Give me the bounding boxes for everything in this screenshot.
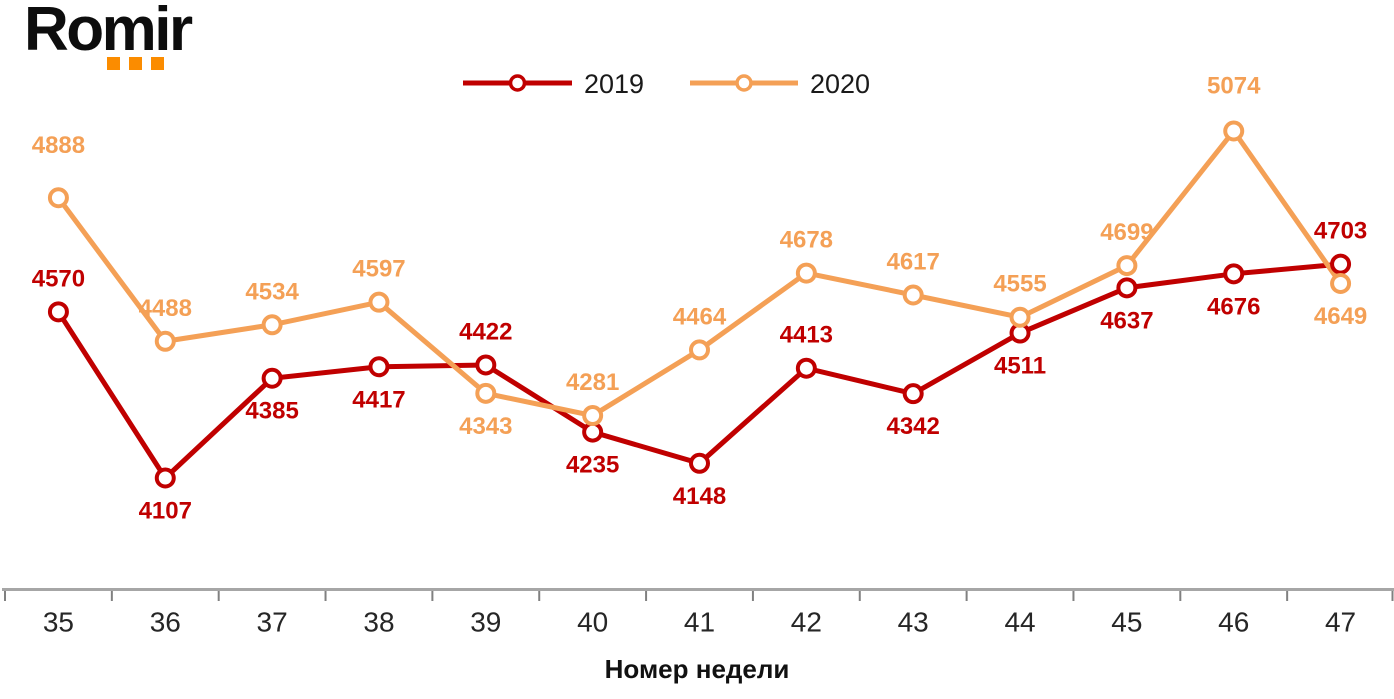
x-tick-label-35: 35	[43, 607, 74, 638]
data-point-2019-w42	[795, 357, 817, 379]
data-label-2020-w46: 5074	[1207, 73, 1261, 100]
legend-label-2019: 2019	[584, 69, 644, 99]
x-tick-label-38: 38	[363, 607, 394, 638]
data-label-2019-w41: 4148	[673, 483, 726, 510]
data-point-2019-w43	[902, 383, 924, 405]
data-label-2020-w43: 4617	[886, 248, 939, 275]
x-tick-label-45: 45	[1111, 607, 1142, 638]
data-label-2020-w35: 4888	[32, 132, 85, 159]
data-point-2020-w42	[795, 262, 817, 284]
x-tick-label-37: 37	[257, 607, 288, 638]
data-label-2020-w37: 4534	[245, 278, 299, 305]
data-point-2020-w45	[1116, 255, 1138, 277]
data-point-2019-w45	[1116, 277, 1138, 299]
data-label-2020-w39: 4343	[459, 413, 512, 440]
data-label-2020-w38: 4597	[352, 256, 405, 283]
data-label-2019-w36: 4107	[139, 498, 192, 525]
romir-logo: Romir	[24, 0, 193, 70]
x-tick-label-42: 42	[791, 607, 822, 638]
data-point-2020-w46	[1223, 120, 1245, 142]
x-tick-label-36: 36	[150, 607, 181, 638]
data-point-2020-w37	[261, 314, 283, 336]
data-point-2019-w35	[47, 301, 69, 323]
data-label-2020-w42: 4678	[780, 227, 833, 254]
data-point-2020-w40	[582, 405, 604, 427]
data-label-2020-w47: 4649	[1314, 303, 1367, 330]
data-point-2020-w38	[368, 291, 390, 313]
data-label-2019-w44: 4511	[994, 353, 1046, 380]
legend-label-2020: 2020	[810, 69, 870, 99]
x-tick-label-40: 40	[577, 607, 608, 638]
data-label-2019-w42: 4413	[780, 322, 833, 349]
data-point-2020-w35	[47, 187, 69, 209]
logo-dot-icon	[129, 57, 142, 70]
x-tick-label-47: 47	[1325, 607, 1356, 638]
data-point-2019-w40	[582, 421, 604, 443]
data-label-2019-w46: 4676	[1207, 293, 1260, 320]
x-tick-label-43: 43	[898, 607, 929, 638]
romir-logo-dots-icon	[107, 57, 191, 70]
data-label-2019-w37: 4385	[245, 398, 298, 425]
data-point-2020-w47	[1330, 273, 1352, 295]
data-label-2020-w40: 4281	[566, 369, 619, 396]
data-label-2019-w47: 4703	[1314, 218, 1367, 245]
data-label-2019-w40: 4235	[566, 452, 619, 479]
data-label-2019-w39: 4422	[459, 318, 512, 345]
data-label-2019-w35: 4570	[32, 265, 85, 292]
data-point-2019-w46	[1223, 263, 1245, 285]
x-tick-label-39: 39	[470, 607, 501, 638]
data-point-2019-w41	[689, 452, 710, 474]
data-label-2020-w44: 4555	[993, 271, 1046, 298]
data-point-2020-w44	[1009, 306, 1031, 328]
logo-dot-icon	[151, 57, 164, 70]
data-point-2020-w43	[902, 284, 924, 306]
x-tick-label-41: 41	[684, 607, 715, 638]
series-line-2020	[56, 126, 1343, 419]
data-label-2020-w41: 4464	[673, 303, 727, 330]
data-label-2020-w45: 4699	[1100, 219, 1153, 246]
data-label-2019-w38: 4417	[352, 386, 405, 413]
x-axis-title: Номер недели	[605, 654, 790, 684]
x-tick-label-44: 44	[1004, 607, 1035, 638]
data-point-2019-w38	[368, 356, 390, 378]
legend-marker-2020	[735, 74, 753, 92]
legend-marker-2019	[508, 74, 527, 92]
data-point-2020-w41	[689, 339, 710, 361]
logo-dot-icon	[107, 57, 120, 70]
data-point-2019-w36	[154, 467, 176, 489]
data-point-2019-w37	[261, 367, 283, 389]
data-point-2019-w47	[1330, 253, 1352, 275]
data-point-2020-w36	[154, 330, 176, 352]
x-tick-label-46: 46	[1218, 607, 1249, 638]
romir-logo-text: Romir	[24, 0, 193, 64]
data-point-2020-w39	[475, 382, 497, 404]
data-label-2020-w36: 4488	[139, 295, 192, 322]
data-point-2019-w39	[475, 354, 497, 376]
data-label-2019-w45: 4637	[1100, 307, 1153, 334]
data-label-2019-w43: 4342	[886, 413, 939, 440]
